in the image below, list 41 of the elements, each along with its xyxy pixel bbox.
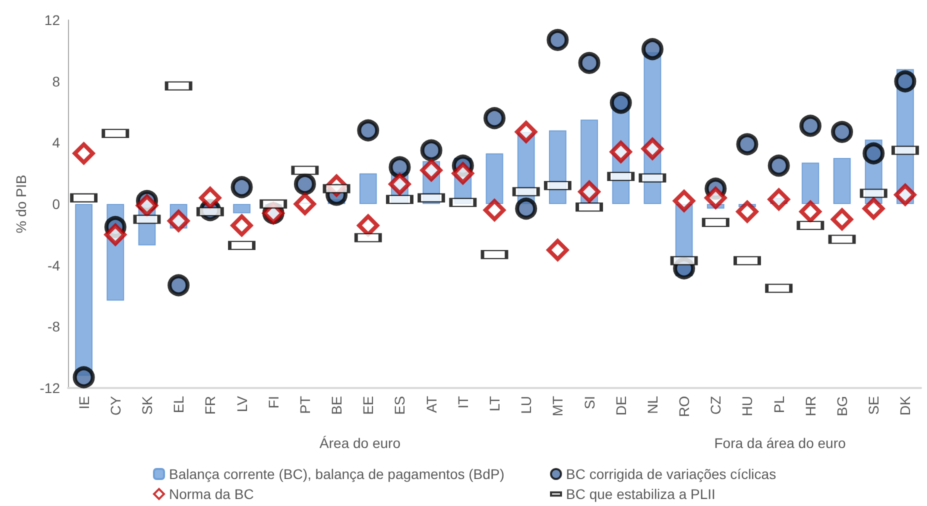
x-tick-label: CZ bbox=[708, 396, 724, 415]
x-tick-label: NL bbox=[644, 396, 660, 414]
x-tick-label: FI bbox=[265, 396, 282, 408]
y-tick-label: 12 bbox=[44, 12, 60, 28]
x-tick-label: SK bbox=[138, 395, 155, 415]
x-tick-label: SI bbox=[581, 396, 598, 410]
x-tick-label: HR bbox=[802, 396, 818, 416]
x-tick-label: HU bbox=[739, 396, 756, 416]
text: Fora da área do euro bbox=[714, 435, 846, 451]
x-tick-label: LU bbox=[518, 396, 534, 414]
x-tick-label: MT bbox=[550, 396, 566, 416]
x-tick-label: BG bbox=[834, 396, 850, 416]
x-tick-label: PT bbox=[296, 396, 313, 414]
x-tick-label: IT bbox=[454, 396, 471, 408]
x-tick-label: LV bbox=[234, 395, 250, 412]
x-tick-label: IE bbox=[76, 396, 92, 410]
y-tick-label: 4 bbox=[52, 134, 60, 151]
y-tick-label: 0 bbox=[52, 196, 60, 212]
x-tick-label: DE bbox=[612, 396, 629, 416]
x-tick-label: DK bbox=[897, 395, 914, 416]
x-tick-label: FR bbox=[202, 396, 218, 415]
y-axis-title: % do PIB bbox=[13, 174, 29, 234]
y-tick-label: -4 bbox=[48, 257, 60, 274]
legend-label: Balança corrente (BC), balança de pagamentos (BdP) bbox=[169, 466, 504, 482]
x-tick-label: EL bbox=[170, 396, 187, 414]
x-tick-label: BE bbox=[328, 396, 345, 415]
y-tick-label: 8 bbox=[52, 73, 60, 90]
x-tick-label: AT bbox=[423, 396, 440, 413]
y-tick-label: -12 bbox=[40, 380, 60, 396]
x-tick-label: ES bbox=[392, 396, 408, 415]
legend-label: Norma da BC bbox=[169, 486, 254, 502]
x-tick-label: LT bbox=[486, 396, 502, 412]
text: Área do euro bbox=[320, 435, 401, 451]
x-tick-label: SE bbox=[866, 396, 882, 415]
x-tick-label: PL bbox=[770, 396, 787, 414]
legend-label: BC corrigida de variações cíclicas bbox=[566, 466, 776, 482]
y-tick-label: -8 bbox=[48, 318, 60, 335]
x-tick-label: CY bbox=[107, 395, 124, 416]
x-tick-label: RO bbox=[676, 396, 692, 417]
x-tick-label: EE bbox=[360, 396, 376, 415]
legend-label: BC que estabiliza a PLII bbox=[566, 486, 716, 502]
